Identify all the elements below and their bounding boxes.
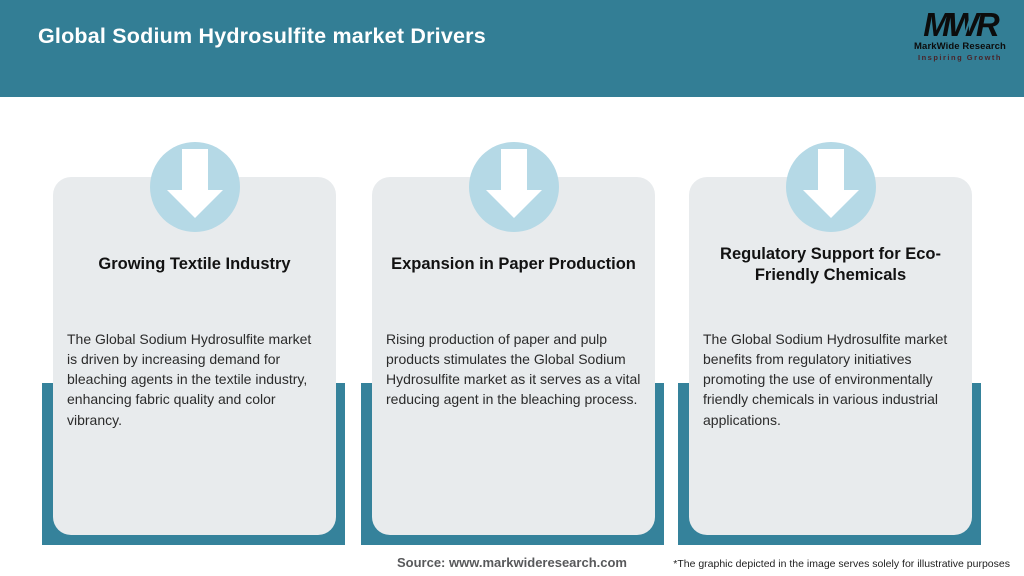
logo-name: MarkWide Research (914, 41, 1006, 52)
page-title: Global Sodium Hydrosulfite market Driver… (38, 24, 486, 48)
logo-acronym: MWR (923, 6, 999, 43)
driver-card-regulatory-support-eco-friendly: Regulatory Support for Eco-Friendly Chem… (689, 177, 972, 535)
card-title: Expansion in Paper Production (391, 255, 636, 274)
card-title: Regulatory Support for Eco-Friendly Chem… (720, 244, 941, 284)
markwide-research-logo: MWR MarkWide Research Inspiring Growth (910, 6, 1010, 62)
card-body-text: Rising production of paper and pulp prod… (386, 331, 641, 408)
down-arrow-icon (786, 142, 876, 232)
card-title: Growing Textile Industry (98, 255, 291, 274)
down-arrow-icon (150, 142, 240, 232)
down-arrow-icon (469, 142, 559, 232)
card-body-text: The Global Sodium Hydrosulfite market is… (67, 331, 312, 428)
logo-tagline: Inspiring Growth (918, 52, 1002, 62)
header-bar: Global Sodium Hydrosulfite market Driver… (0, 0, 1024, 97)
card-body-text: The Global Sodium Hydrosulfite market be… (703, 331, 948, 428)
source-text: Source: www.markwideresearch.com (396, 555, 627, 570)
driver-card-expansion-in-paper-production: Expansion in Paper Production Rising pro… (372, 177, 655, 535)
disclaimer-text: *The graphic depicted in the image serve… (673, 558, 1010, 570)
driver-card-growing-textile-industry: Growing Textile Industry The Global Sodi… (53, 177, 336, 535)
